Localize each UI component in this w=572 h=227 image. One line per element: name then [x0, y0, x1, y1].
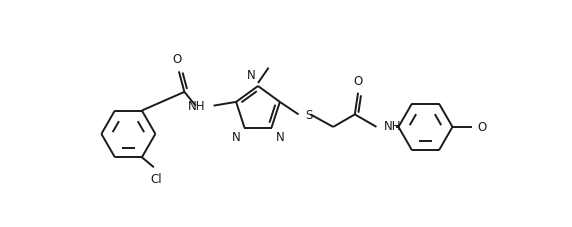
Text: N: N — [247, 69, 256, 82]
Text: O: O — [172, 53, 181, 66]
Text: O: O — [353, 74, 363, 87]
Text: N: N — [276, 130, 284, 143]
Text: NH: NH — [383, 120, 401, 133]
Text: NH: NH — [188, 100, 205, 113]
Text: O: O — [478, 121, 487, 134]
Text: Cl: Cl — [150, 173, 162, 185]
Text: S: S — [305, 109, 313, 121]
Text: N: N — [232, 130, 240, 143]
